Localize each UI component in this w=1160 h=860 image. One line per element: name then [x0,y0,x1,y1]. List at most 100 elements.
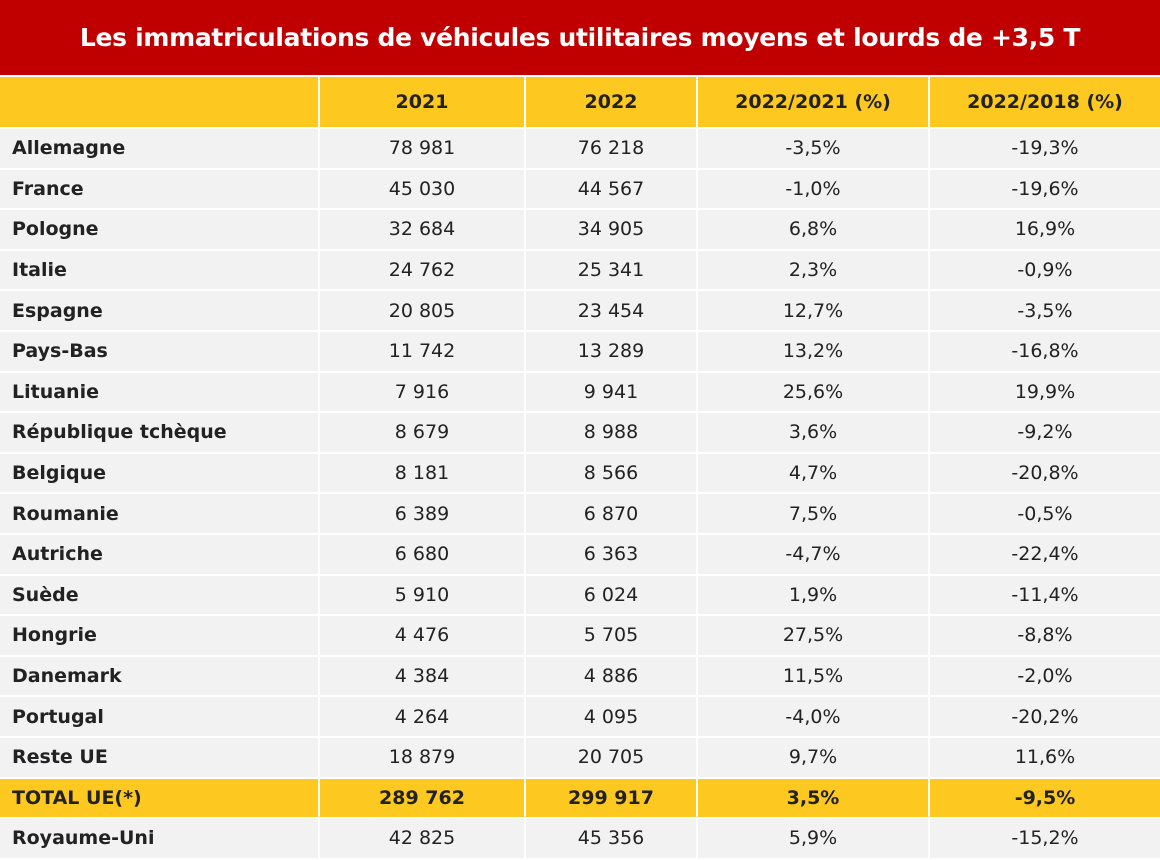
change-2018-cell: -22,4% [930,534,1160,574]
change-2021-cell: 3,6% [698,413,928,452]
value-2021-cell: 5 910 [320,575,524,615]
header-change-2018: 2022/2018 (%) [930,77,1160,127]
value-2022-cell: 6 024 [526,575,696,615]
value-2022-cell: 76 218 [526,129,696,168]
total-row: TOTAL UE(*) 289 762 299 917 3,5% -9,5% [0,778,1160,818]
change-2021-cell: -4,0% [698,697,928,736]
table-row: Pologne 32 684 34 905 6,8% 16,9% [0,210,1160,249]
table-row: Hongrie 4 476 5 705 27,5% -8,8% [0,616,1160,655]
header-2021: 2021 [320,77,524,127]
header-change-2021: 2022/2021 (%) [698,77,928,127]
change-2018-cell: -20,8% [930,453,1160,493]
value-2021-cell: 24 762 [320,250,524,290]
change-2018-cell: -15,2% [930,819,1160,858]
change-2018-cell: -16,8% [930,331,1160,371]
country-cell: Hongrie [0,616,318,655]
change-2018-cell: 19,9% [930,372,1160,412]
country-cell: Reste UE [0,737,318,777]
value-2022-cell: 5 705 [526,616,696,655]
country-cell: Danemark [0,656,318,696]
table-row: Italie 24 762 25 341 2,3% -0,9% [0,250,1160,290]
country-cell: Italie [0,250,318,290]
change-2021-cell: 1,9% [698,575,928,615]
change-2021-cell: 7,5% [698,494,928,533]
value-2022-cell: 8 988 [526,413,696,452]
change-2021-cell: -4,7% [698,534,928,574]
country-cell: Pologne [0,210,318,249]
change-2021-cell: 4,7% [698,453,928,493]
value-2022-cell: 25 341 [526,250,696,290]
value-2022-cell: 8 566 [526,453,696,493]
registrations-table: 2021 2022 2022/2021 (%) 2022/2018 (%) Al… [0,75,1160,860]
change-2018-cell: -20,2% [930,697,1160,736]
value-2022-cell: 44 567 [526,169,696,209]
change-2021-cell: 13,2% [698,331,928,371]
value-2021-cell: 8 679 [320,413,524,452]
country-cell: Lituanie [0,372,318,412]
value-2022-cell: 4 095 [526,697,696,736]
country-cell: Portugal [0,697,318,736]
table-title: Les immatriculations de véhicules utilit… [0,0,1160,75]
country-cell: Suède [0,575,318,615]
value-2021-cell: 45 030 [320,169,524,209]
country-cell: Pays-Bas [0,331,318,371]
change-2018-cell: 11,6% [930,737,1160,777]
country-cell: Belgique [0,453,318,493]
country-cell: République tchèque [0,413,318,452]
change-2018-cell: -9,5% [930,778,1160,818]
change-2018-cell: -19,3% [930,129,1160,168]
change-2018-cell: -11,4% [930,575,1160,615]
value-2022-cell: 6 870 [526,494,696,533]
table-row: République tchèque 8 679 8 988 3,6% -9,2% [0,413,1160,452]
value-2021-cell: 289 762 [320,778,524,818]
change-2021-cell: 3,5% [698,778,928,818]
change-2021-cell: 25,6% [698,372,928,412]
change-2018-cell: -0,5% [930,494,1160,533]
change-2018-cell: 16,9% [930,210,1160,249]
header-country [0,77,318,127]
change-2018-cell: -0,9% [930,250,1160,290]
value-2021-cell: 8 181 [320,453,524,493]
country-cell: Autriche [0,534,318,574]
value-2022-cell: 23 454 [526,291,696,330]
change-2018-cell: -8,8% [930,616,1160,655]
value-2021-cell: 4 264 [320,697,524,736]
country-cell: Espagne [0,291,318,330]
value-2021-cell: 4 384 [320,656,524,696]
value-2022-cell: 20 705 [526,737,696,777]
change-2018-cell: -19,6% [930,169,1160,209]
value-2021-cell: 18 879 [320,737,524,777]
country-cell: France [0,169,318,209]
value-2021-cell: 42 825 [320,819,524,858]
change-2021-cell: 27,5% [698,616,928,655]
country-cell: TOTAL UE(*) [0,778,318,818]
value-2022-cell: 45 356 [526,819,696,858]
change-2018-cell: -3,5% [930,291,1160,330]
change-2021-cell: 11,5% [698,656,928,696]
value-2021-cell: 6 389 [320,494,524,533]
value-2022-cell: 299 917 [526,778,696,818]
table-row: Autriche 6 680 6 363 -4,7% -22,4% [0,534,1160,574]
table-row: Lituanie 7 916 9 941 25,6% 19,9% [0,372,1160,412]
value-2021-cell: 11 742 [320,331,524,371]
table-row: Reste UE 18 879 20 705 9,7% 11,6% [0,737,1160,777]
change-2021-cell: 6,8% [698,210,928,249]
table-row: France 45 030 44 567 -1,0% -19,6% [0,169,1160,209]
table-row: Allemagne 78 981 76 218 -3,5% -19,3% [0,129,1160,168]
table-row: Pays-Bas 11 742 13 289 13,2% -16,8% [0,331,1160,371]
change-2021-cell: -1,0% [698,169,928,209]
table-row: Belgique 8 181 8 566 4,7% -20,8% [0,453,1160,493]
table-row: Roumanie 6 389 6 870 7,5% -0,5% [0,494,1160,533]
change-2021-cell: 5,9% [698,819,928,858]
change-2021-cell: 12,7% [698,291,928,330]
value-2022-cell: 4 886 [526,656,696,696]
value-2022-cell: 6 363 [526,534,696,574]
value-2022-cell: 9 941 [526,372,696,412]
table-row: Danemark 4 384 4 886 11,5% -2,0% [0,656,1160,696]
header-2022: 2022 [526,77,696,127]
table-row: Portugal 4 264 4 095 -4,0% -20,2% [0,697,1160,736]
country-cell: Allemagne [0,129,318,168]
value-2021-cell: 4 476 [320,616,524,655]
table-row: Espagne 20 805 23 454 12,7% -3,5% [0,291,1160,330]
country-cell: Roumanie [0,494,318,533]
